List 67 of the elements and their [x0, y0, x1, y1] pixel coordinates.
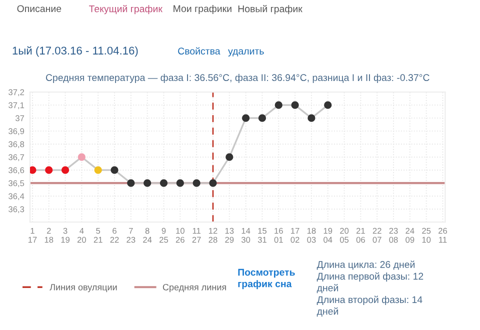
- x-tick-label: 17 02: [290, 228, 300, 243]
- x-tick-label: 24 09: [406, 228, 414, 243]
- x-tick-label: 18 03: [307, 228, 316, 243]
- y-tick-label: 36,8: [8, 141, 24, 148]
- x-tick-label: 10 26: [176, 228, 184, 243]
- x-tick-label: 20 05: [340, 228, 349, 243]
- point: [61, 166, 70, 174]
- x-tick-label: 14 30: [241, 228, 250, 243]
- point: [258, 114, 266, 122]
- y-tick-label: 36,6: [8, 167, 24, 174]
- y-tick-label: 37,2: [8, 89, 24, 96]
- point: [160, 179, 168, 187]
- x-tick-label: 26 11: [438, 228, 448, 243]
- point: [226, 153, 234, 161]
- y-tick-label: 37: [15, 115, 24, 122]
- point: [308, 114, 316, 122]
- x-tick-label: 3 19: [61, 228, 70, 243]
- x-tick-label: 22 07: [372, 228, 382, 243]
- y-tick-label: 36,3: [8, 206, 24, 214]
- x-tick-label: 19 04: [324, 228, 332, 243]
- x-tick-label: 21 06: [356, 228, 365, 243]
- x-tick-label: 25 10: [422, 228, 431, 243]
- x-tick-label: 6 22: [110, 228, 119, 243]
- text: удалить: [228, 49, 264, 56]
- x-tick-label: 16 01: [274, 228, 283, 243]
- y-tick-label: 36,4: [8, 193, 24, 200]
- x-tick-label: 23 08: [389, 228, 398, 243]
- x-tick-label: 1 17: [28, 228, 37, 243]
- legend-label: Линия овуляции: [50, 284, 117, 292]
- x-tick-label: 4 20: [77, 228, 86, 243]
- text: Свойства: [178, 47, 220, 55]
- x-tick-label: 12 28: [208, 228, 218, 243]
- point: [274, 101, 282, 109]
- point: [94, 166, 102, 174]
- point: [127, 179, 135, 187]
- x-tick-label: 8 24: [143, 228, 152, 243]
- text: Длина цикла: 26 дней Длина первой фазы: 12 дней Длина второй фазы: 14 дней: [316, 260, 424, 317]
- point: [45, 166, 53, 174]
- chart-subtitle: 1ый (17.03.16 - 11.04.16): [12, 46, 138, 57]
- point: [209, 179, 217, 187]
- text: Посмотреть график сна: [238, 268, 295, 290]
- x-tick-label: 13 29: [225, 228, 234, 243]
- text: Новый график: [238, 4, 302, 14]
- y-tick-label: 37,1: [8, 102, 24, 110]
- y-tick-label: 36,5: [8, 180, 24, 188]
- text: Описание: [17, 5, 62, 12]
- x-tick-label: 5 21: [94, 228, 102, 243]
- x-tick-label: 11 27: [192, 228, 201, 243]
- x-tick-label: 2 18: [44, 228, 54, 243]
- point: [144, 179, 152, 187]
- point: [176, 179, 184, 187]
- point: [324, 101, 332, 109]
- point: [242, 114, 250, 122]
- chart-title: Средняя температура — фаза I: 36.56°C, фаза II: 36.94°C, разница I и II фаз: -0.37°C: [46, 74, 430, 83]
- x-tick-label: 9 25: [160, 228, 168, 243]
- point: [192, 179, 200, 187]
- text: Мои графики: [174, 4, 232, 14]
- y-tick-label: 36,9: [8, 128, 24, 136]
- text: Текущий график: [89, 4, 162, 14]
- point: [30, 166, 36, 174]
- x-tick-label: 15 31: [258, 228, 266, 243]
- legend-label: Средняя линия: [162, 284, 226, 292]
- x-tick-label: 7 23: [126, 228, 136, 243]
- point: [78, 153, 86, 161]
- y-tick-label: 36,7: [8, 154, 24, 162]
- point: [110, 166, 118, 174]
- point: [291, 101, 299, 109]
